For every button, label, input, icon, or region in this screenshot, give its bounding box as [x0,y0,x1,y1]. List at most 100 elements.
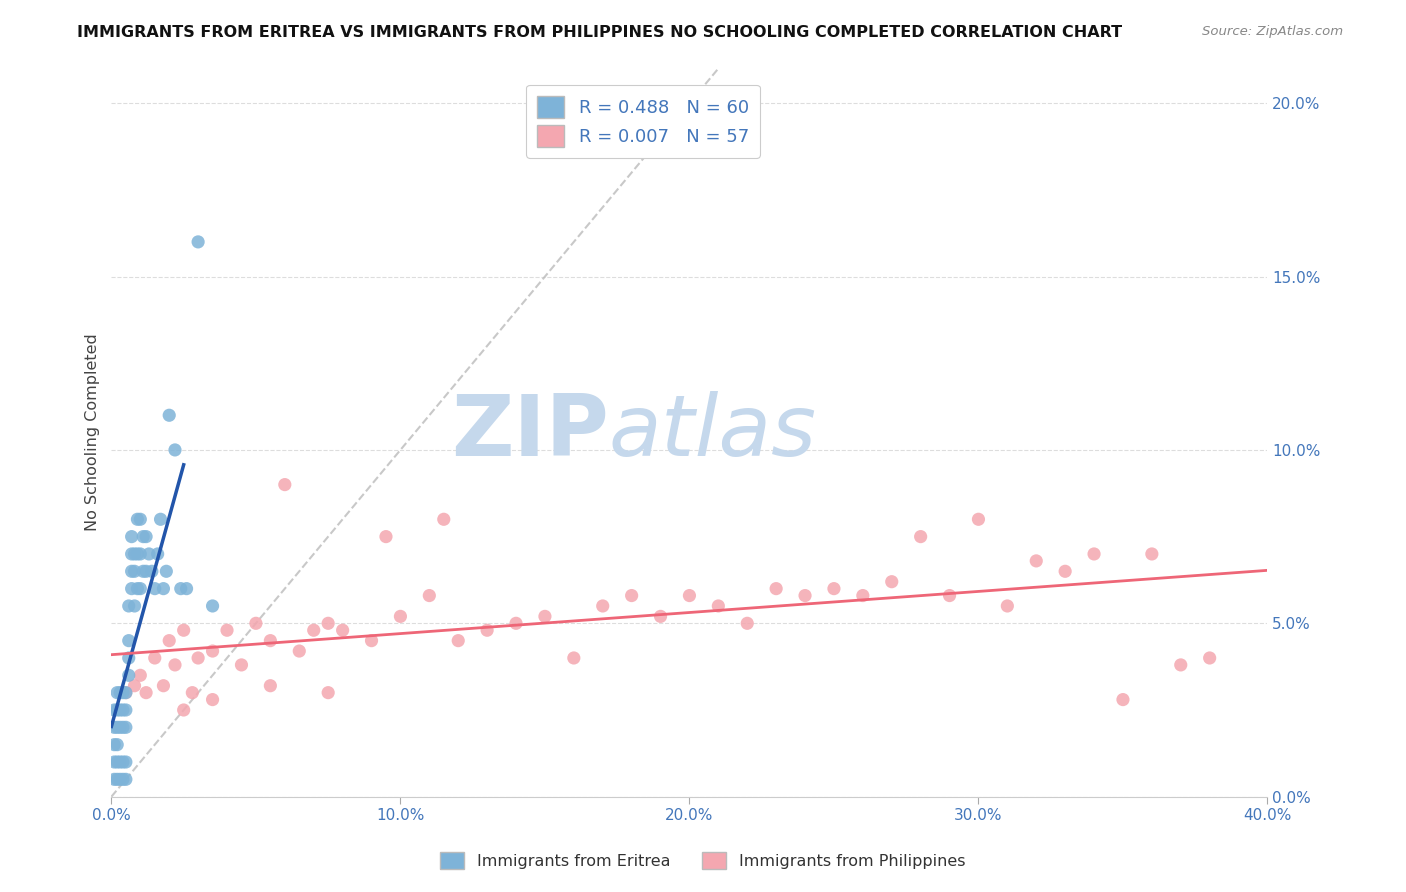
Point [124,547,146,561]
Point [121,582,143,596]
Point [157,633,180,648]
Point [201,692,224,706]
Point [155,564,177,578]
Point [433,512,456,526]
Point [995,599,1018,613]
Point [259,679,281,693]
Point [118,668,141,682]
Point [118,599,141,613]
Point [103,772,125,787]
Point [124,679,146,693]
Point [201,599,224,613]
Point [1140,547,1163,561]
Point [938,589,960,603]
Point [245,616,267,631]
Point [105,755,128,769]
Point [389,609,412,624]
Point [910,530,932,544]
Point [118,633,141,648]
Point [1083,547,1105,561]
Point [163,442,186,457]
Point [135,686,157,700]
Point [852,589,875,603]
Point [124,564,146,578]
Point [163,657,186,672]
Point [111,703,134,717]
Point [105,772,128,787]
Point [707,599,730,613]
Point [121,530,143,544]
Point [127,512,149,526]
Point [967,512,990,526]
Point [316,686,339,700]
Point [111,772,134,787]
Point [1198,651,1220,665]
Point [132,530,155,544]
Point [302,624,325,638]
Point [129,668,152,682]
Point [141,564,163,578]
Point [332,624,354,638]
Point [108,772,131,787]
Text: atlas: atlas [609,391,817,474]
Point [108,720,131,734]
Point [152,582,174,596]
Point [111,755,134,769]
Point [201,644,224,658]
Point [108,755,131,769]
Point [135,530,157,544]
Point [360,633,382,648]
Point [105,738,128,752]
Point [129,512,152,526]
Point [129,547,152,561]
Point [880,574,903,589]
Point [127,582,149,596]
Point [135,564,157,578]
Point [124,599,146,613]
Point [143,582,166,596]
Point [823,582,845,596]
Point [187,651,209,665]
Point [105,720,128,734]
Point [187,235,209,249]
Point [678,589,700,603]
Point [562,651,585,665]
Point [259,633,281,648]
Point [447,633,470,648]
Point [149,512,172,526]
Point [316,616,339,631]
Point [103,755,125,769]
Point [181,686,204,700]
Point [176,582,198,596]
Point [157,409,180,423]
Point [103,738,125,752]
Legend: R = 0.488   N = 60, R = 0.007   N = 57: R = 0.488 N = 60, R = 0.007 N = 57 [526,85,759,158]
Point [1112,692,1135,706]
Point [121,547,143,561]
Point [105,703,128,717]
Point [274,477,297,491]
Point [129,582,152,596]
Point [173,703,195,717]
Point [288,644,311,658]
Point [170,582,193,596]
Point [103,720,125,734]
Point [143,651,166,665]
Legend: Immigrants from Eritrea, Immigrants from Philippines: Immigrants from Eritrea, Immigrants from… [434,846,972,875]
Point [650,609,672,624]
Point [132,564,155,578]
Point [505,616,527,631]
Point [173,624,195,638]
Point [152,679,174,693]
Point [108,686,131,700]
Point [121,564,143,578]
Point [115,686,138,700]
Point [108,703,131,717]
Point [375,530,398,544]
Point [105,686,128,700]
Point [475,624,498,638]
Point [592,599,614,613]
Point [1170,657,1192,672]
Point [735,616,758,631]
Point [118,651,141,665]
